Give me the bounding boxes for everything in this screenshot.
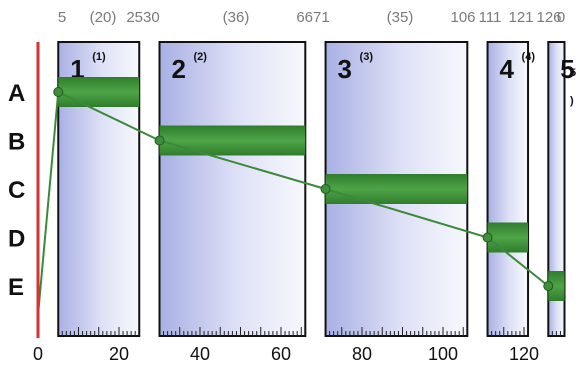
top-label: 6671: [296, 9, 329, 26]
block-superscript: (2): [194, 51, 208, 63]
x-tick-label: 40: [190, 344, 210, 364]
block-4: [486, 41, 530, 337]
x-tick-label: 60: [271, 344, 291, 364]
band-4: [487, 222, 529, 253]
row-label-d: D: [8, 226, 25, 253]
top-label: (20): [90, 9, 117, 26]
top-label: 2530: [126, 9, 159, 26]
trajectory-point: [482, 232, 493, 243]
row-label-a: A: [8, 80, 25, 107]
top-label: 0: [557, 9, 565, 26]
block-superscript: (3): [360, 51, 374, 63]
block-superscript: (1): [92, 51, 106, 63]
top-label: 5: [58, 9, 66, 26]
band-2: [159, 125, 306, 156]
top-label: (35): [387, 9, 414, 26]
block-number: 5: [560, 54, 574, 84]
top-label: (36): [223, 9, 250, 26]
x-tick-label: 80: [352, 344, 372, 364]
block-superscript: (4): [522, 51, 536, 63]
block-number: 1: [70, 54, 84, 84]
top-label: 106: [450, 9, 475, 26]
block-2: [158, 41, 307, 337]
block-number: 3: [338, 54, 352, 84]
band-5: [548, 271, 565, 301]
trajectory-point: [320, 184, 331, 194]
x-tick-label: 0: [33, 344, 43, 364]
trajectory-point: [154, 135, 165, 146]
top-label: 111: [479, 9, 502, 26]
block-number: 2: [172, 54, 186, 84]
trajectory-line: [37, 90, 549, 316]
trajectory-point: [53, 87, 64, 97]
x-tick-label: 20: [109, 344, 129, 364]
top-label: 126: [536, 9, 561, 26]
edge-mark: 5: [570, 67, 576, 79]
edge-mark: ): [570, 95, 574, 107]
top-label: 121: [508, 9, 533, 26]
x-tick-label: 120: [509, 344, 539, 364]
trajectory-point: [543, 281, 554, 291]
band-3: [325, 174, 468, 204]
row-label-b: B: [8, 129, 25, 156]
x-tick-label: 100: [428, 344, 458, 364]
row-label-e: E: [8, 274, 24, 301]
band-1: [58, 77, 140, 107]
block-number: 4: [500, 54, 515, 84]
row-label-c: C: [8, 177, 25, 204]
